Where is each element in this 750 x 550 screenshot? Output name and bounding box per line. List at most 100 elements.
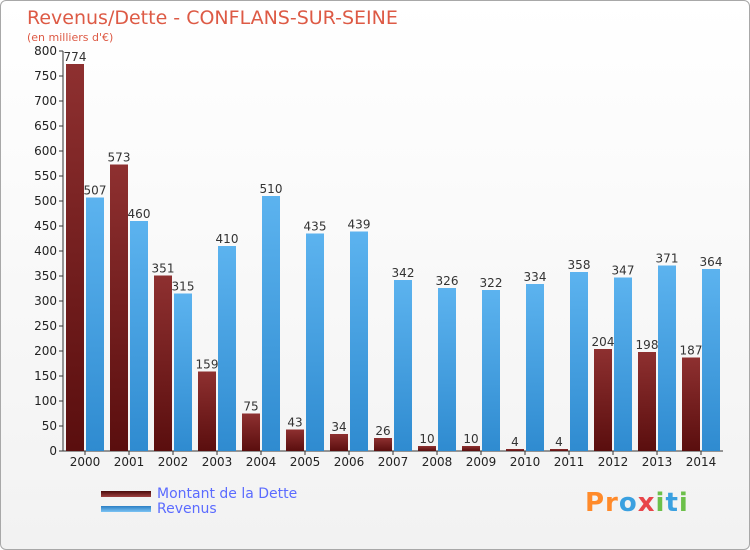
x-tick-label: 2007 [378,455,409,469]
y-tick-label: 300 [34,294,57,308]
bar-revenus [86,197,104,451]
bar-revenus [658,265,676,451]
bar-revenus [262,196,280,451]
bar-revenus [702,269,720,451]
y-tick-label: 600 [34,144,57,158]
x-tick-label: 2003 [202,455,233,469]
data-label-debt: 187 [680,344,703,358]
bar-revenus [174,293,192,451]
x-tick-label: 2000 [70,455,101,469]
bar-debt [594,349,612,451]
bar-debt [506,449,524,451]
bar-debt [198,371,216,451]
y-tick-label: 450 [34,219,57,233]
y-tick-label: 100 [34,394,57,408]
bar-debt [682,357,700,451]
data-label-debt: 4 [555,435,563,449]
bar-revenus [570,272,588,451]
bar-debt [286,429,304,451]
data-label-revenus: 371 [656,252,679,266]
y-tick-label: 350 [34,269,57,283]
data-label-revenus: 364 [700,255,723,269]
bar-revenus [306,233,324,451]
bar-revenus [482,290,500,451]
data-label-debt: 75 [243,400,258,414]
x-tick-label: 2005 [290,455,321,469]
bar-revenus [438,288,456,451]
data-label-debt: 34 [331,420,346,434]
y-tick-label: 700 [34,94,57,108]
bar-revenus [526,284,544,451]
bar-debt [330,434,348,451]
chart-title: Revenus/Dette - CONFLANS-SUR-SEINE [27,7,398,29]
data-label-revenus: 410 [216,232,239,246]
x-tick-label: 2014 [686,455,717,469]
data-label-revenus: 510 [260,182,283,196]
data-label-debt: 774 [64,50,87,64]
y-tick-label: 250 [34,319,57,333]
x-tick-label: 2012 [598,455,629,469]
proxiti-logo: Proxiti [585,488,689,518]
data-label-debt: 43 [287,416,302,430]
data-label-revenus: 507 [84,184,107,198]
y-tick-label: 50 [42,419,57,433]
bar-debt [418,446,436,451]
data-label-debt: 198 [636,338,659,352]
data-label-revenus: 358 [568,258,591,272]
data-label-debt: 10 [463,432,478,446]
bar-debt [110,164,128,451]
bar-debt [374,438,392,451]
legend-swatch-revenus [101,506,151,512]
legend-swatch-debt [101,491,151,497]
bar-revenus [350,231,368,451]
y-tick-label: 200 [34,344,57,358]
data-label-revenus: 334 [524,270,547,284]
x-tick-label: 2011 [554,455,585,469]
x-tick-label: 2002 [158,455,189,469]
bar-debt [154,275,172,451]
y-tick-label: 400 [34,244,57,258]
bar-debt [550,449,568,451]
data-label-debt: 573 [108,151,131,165]
bar-revenus [614,277,632,451]
data-label-revenus: 435 [304,220,327,234]
data-label-debt: 204 [592,335,615,349]
y-tick-label: 0 [49,444,57,458]
y-tick-label: 500 [34,194,57,208]
bar-debt [462,446,480,451]
data-label-revenus: 315 [172,280,195,294]
data-label-debt: 26 [375,424,390,438]
chart-subtitle: (en milliers d'€) [27,31,114,44]
y-tick-label: 800 [34,44,57,58]
data-label-revenus: 347 [612,264,635,278]
bar-revenus [218,246,236,451]
data-label-revenus: 460 [128,207,151,221]
data-label-revenus: 439 [348,218,371,232]
data-label-debt: 159 [196,358,219,372]
legend-label-debt: Montant de la Dette [157,486,298,502]
x-tick-label: 2001 [114,455,145,469]
bar-debt [66,64,84,451]
bar-revenus [130,221,148,451]
y-tick-label: 750 [34,69,57,83]
data-label-revenus: 326 [436,274,459,288]
y-tick-label: 550 [34,169,57,183]
y-tick-label: 150 [34,369,57,383]
x-tick-label: 2004 [246,455,277,469]
x-tick-label: 2010 [510,455,541,469]
bar-debt [242,413,260,451]
data-label-debt: 4 [511,435,519,449]
y-tick-label: 650 [34,119,57,133]
x-tick-label: 2009 [466,455,497,469]
x-tick-label: 2008 [422,455,453,469]
data-label-revenus: 342 [392,266,415,280]
data-label-debt: 10 [419,432,434,446]
x-tick-label: 2013 [642,455,673,469]
data-label-debt: 351 [152,262,175,276]
x-tick-label: 2006 [334,455,365,469]
bar-revenus [394,280,412,451]
bar-debt [638,352,656,451]
legend-label-revenus: Revenus [157,501,217,517]
